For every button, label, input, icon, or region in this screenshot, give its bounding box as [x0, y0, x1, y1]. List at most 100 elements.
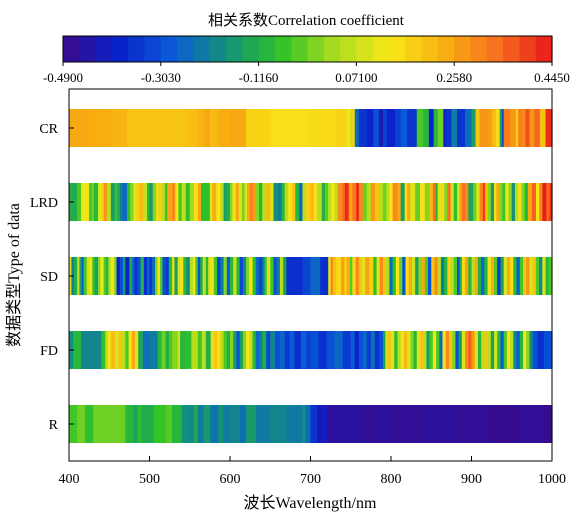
heatmap-cell	[242, 331, 247, 369]
heatmap-cell	[110, 331, 116, 369]
heatmap-cell	[138, 331, 144, 369]
heatmap-cell	[346, 257, 351, 295]
colorbar-block	[258, 36, 276, 62]
heatmap-cell	[440, 183, 445, 221]
heatmap-cell	[358, 183, 364, 221]
heatmap-cell	[100, 257, 105, 295]
heatmap-cell	[230, 405, 241, 443]
heatmap-cell	[491, 109, 497, 147]
heatmap-cell	[385, 331, 389, 369]
heatmap-cell	[445, 109, 452, 147]
heatmap-cell	[246, 331, 250, 369]
heatmap-cell	[394, 331, 399, 369]
heatmap-cell	[382, 257, 387, 295]
heatmap-cell	[506, 257, 511, 295]
colorbar-tick-label: 0.2580	[436, 70, 472, 85]
heatmap-cell	[172, 331, 179, 369]
heatmap-cell	[419, 331, 424, 369]
heatmap-cell	[235, 183, 240, 221]
heatmap-cell	[262, 331, 267, 369]
heatmap-cell	[252, 183, 257, 221]
heatmap-cell	[279, 331, 286, 369]
heatmap-cell	[203, 405, 211, 443]
heatmap-cell	[418, 257, 423, 295]
heatmap-cell	[266, 331, 271, 369]
heatmap-cell	[249, 331, 254, 369]
colorbar	[62, 35, 553, 63]
heatmap-cell	[395, 109, 402, 147]
heatmap-cell	[255, 405, 271, 443]
heatmap-cell	[86, 257, 91, 295]
heatmap-cell	[200, 257, 204, 295]
heatmap-cell	[209, 183, 213, 221]
heatmap-cell	[246, 183, 251, 221]
heatmap-cell	[89, 257, 93, 295]
heatmap-cell	[451, 109, 458, 147]
heatmap-cell	[447, 183, 452, 221]
heatmap-cell	[370, 331, 376, 369]
heatmap-cell	[331, 183, 336, 221]
heatmap-cell	[487, 331, 492, 369]
heatmap-cell	[197, 331, 203, 369]
heatmap-cell	[526, 331, 531, 369]
y-tick-label: CR	[39, 122, 58, 137]
heatmap-cell	[110, 257, 115, 295]
heatmap-cell	[499, 109, 503, 147]
heatmap-cell	[336, 257, 342, 295]
heatmap-cell	[81, 257, 85, 295]
heatmap-cell	[77, 183, 82, 221]
heatmap-cell	[424, 183, 431, 221]
heatmap-cell	[424, 257, 429, 295]
heatmap-cell	[172, 405, 183, 443]
heatmap-cell	[133, 405, 139, 443]
heatmap-cell	[246, 405, 257, 443]
heatmap-cell	[516, 257, 521, 295]
heatmap-cell	[387, 331, 392, 369]
heatmap-cell	[453, 183, 458, 221]
heatmap-cell	[358, 405, 376, 443]
heatmap-cell	[326, 405, 340, 443]
heatmap-cell	[172, 183, 176, 221]
heatmap-cell	[355, 257, 360, 295]
heatmap-cell	[316, 405, 324, 443]
heatmap-cell	[458, 331, 463, 369]
heatmap-cell	[195, 257, 199, 295]
heatmap-cell	[542, 257, 547, 295]
heatmap-cell	[249, 257, 254, 295]
heatmap-cell	[310, 109, 337, 147]
heatmap-cell	[494, 331, 498, 369]
heatmap-cell	[209, 109, 219, 147]
heatmap-row-cr	[69, 109, 553, 147]
heatmap-cell	[450, 257, 455, 295]
colorbar-block	[242, 36, 260, 62]
heatmap-cell	[270, 257, 275, 295]
heatmap-cell	[246, 257, 250, 295]
heatmap-cell	[465, 109, 473, 147]
heatmap-cell	[336, 109, 348, 147]
heatmap-cell	[223, 257, 228, 295]
heatmap-cell	[204, 109, 211, 147]
heatmap-cell	[461, 183, 466, 221]
heatmap-cell	[495, 109, 501, 147]
heatmap-cell	[437, 257, 442, 295]
heatmap-cell	[514, 183, 519, 221]
heatmap-cell	[185, 109, 199, 147]
colorbar-block	[535, 36, 553, 62]
heatmap-cell	[116, 183, 121, 221]
heatmap-cell	[366, 331, 372, 369]
heatmap-cell	[519, 257, 524, 295]
heatmap-cell	[444, 183, 448, 221]
heatmap-cell	[416, 331, 421, 369]
heatmap-cell	[114, 183, 118, 221]
colorbar-block	[486, 36, 504, 62]
heatmap-cell	[255, 257, 260, 295]
heatmap-cell	[503, 109, 511, 147]
heatmap-cell	[526, 257, 531, 295]
heatmap-cell	[468, 183, 474, 221]
heatmap-row-lrd	[69, 183, 553, 221]
heatmap-cell	[382, 331, 386, 369]
colorbar-block	[405, 36, 423, 62]
heatmap-cell	[431, 257, 436, 295]
heatmap-cell	[233, 331, 238, 369]
colorbar-block	[372, 36, 390, 62]
